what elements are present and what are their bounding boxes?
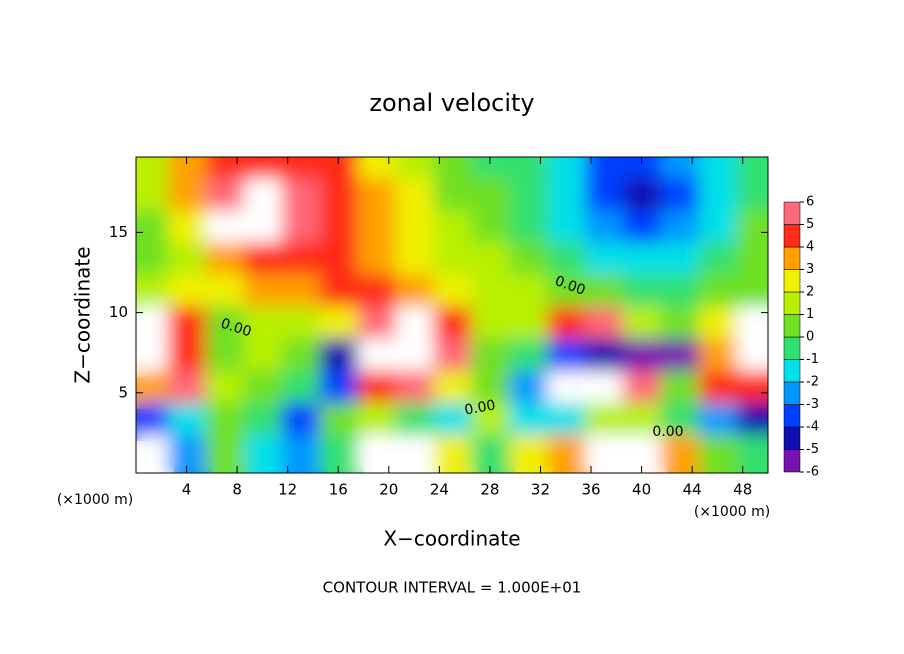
colorbar-swatch (783, 314, 801, 338)
x-tick-label: 20 (379, 481, 398, 499)
colorbar-swatch (783, 224, 801, 248)
colorbar-label: -6 (806, 465, 819, 480)
colorbar-swatch (783, 269, 801, 293)
y-tick-label: 15 (109, 223, 128, 241)
x-axis-label: X−coordinate (383, 527, 520, 551)
colorbar-label: 6 (806, 195, 814, 210)
colorbar-swatch (783, 291, 801, 315)
colorbar: -6 -5 -4 -3 -2 -1 0 1 2 3 4 5 6 (783, 195, 819, 480)
chart-title: zonal velocity (369, 89, 534, 117)
field-smooth (136, 157, 768, 473)
colorbar-swatch (783, 381, 801, 405)
colorbar-swatch (783, 426, 801, 450)
x-tick-label: 40 (632, 481, 651, 499)
x-tick-label: 32 (531, 481, 550, 499)
x-tick-label: 4 (182, 481, 192, 499)
colorbar-label: 2 (806, 285, 814, 300)
field-cell-smooth (736, 434, 768, 473)
y-tick-label: 5 (118, 383, 128, 401)
x-tick-label: 16 (329, 481, 348, 499)
colorbar-label: 4 (806, 240, 814, 255)
colorbar-label: -1 (806, 352, 819, 367)
colorbar-swatch (783, 449, 801, 473)
colorbar-label: 1 (806, 307, 814, 322)
colorbar-swatch (783, 201, 801, 225)
x-unit: (×1000 m) (57, 492, 133, 508)
colorbar-label: -3 (806, 397, 819, 412)
contour-label: 0.00 (652, 424, 683, 440)
footer-note: CONTOUR INTERVAL = 1.000E+01 (323, 579, 582, 597)
colorbar-label: 0 (806, 330, 814, 345)
colorbar-label: -5 (806, 442, 819, 457)
colorbar-label: -4 (806, 420, 819, 435)
x-tick-label: 24 (430, 481, 449, 499)
colorbar-swatch (783, 359, 801, 383)
colorbar-label: 3 (806, 262, 814, 277)
x-tick-label: 28 (480, 481, 499, 499)
x-tick-label: 12 (278, 481, 297, 499)
colorbar-label: 5 (806, 217, 814, 232)
colorbar-swatch (783, 336, 801, 360)
y-tick-label: 10 (109, 303, 128, 321)
field (136, 157, 768, 473)
plot-frame (135, 156, 769, 474)
x-tick-label: 44 (683, 481, 702, 499)
colorbar-swatch (783, 246, 801, 270)
x-unit-right: (×1000 m) (694, 504, 770, 520)
x-tick-label: 8 (232, 481, 242, 499)
colorbar-label: -2 (806, 375, 819, 390)
contour-label: 0.00 (463, 397, 496, 418)
x-tick-label: 36 (581, 481, 600, 499)
x-tick-label: 48 (733, 481, 752, 499)
colorbar-swatch (783, 404, 801, 428)
y-axis-label: Z−coordinate (71, 246, 95, 383)
